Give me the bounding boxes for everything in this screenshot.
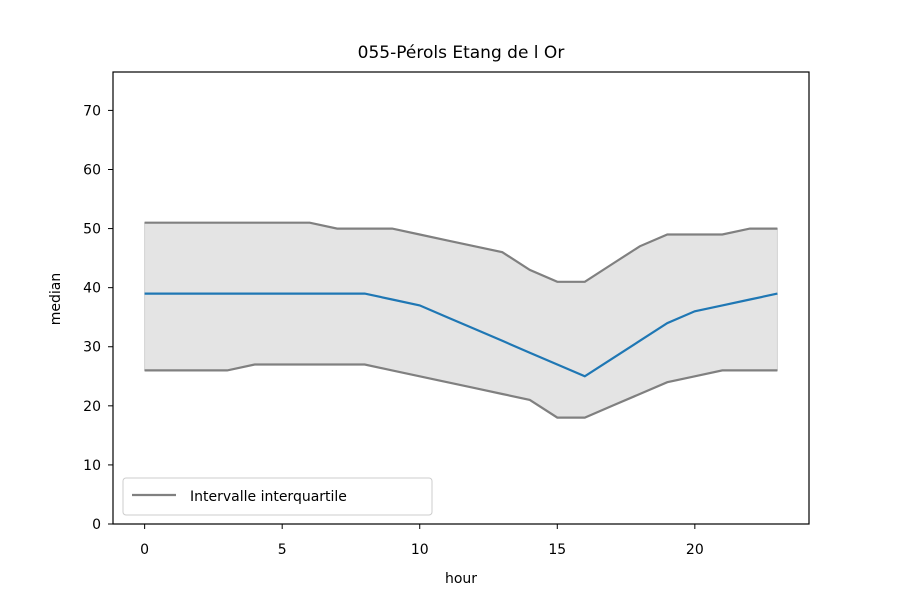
x-tick-label: 15 (548, 542, 566, 558)
plot-area (112, 71, 810, 525)
legend-label: Intervalle interquartile (190, 489, 347, 505)
y-tick-label: 30 (83, 340, 101, 356)
y-tick-label: 50 (83, 222, 101, 238)
x-axis: 0 5 10 15 20 (140, 524, 704, 558)
y-tick-label: 70 (83, 103, 101, 119)
y-tick-label: 20 (83, 399, 101, 415)
chart-title: 055-Pérols Etang de l Or (358, 43, 565, 63)
x-tick-label: 5 (278, 542, 287, 558)
lower-quartile-line (144, 363, 778, 419)
y-axis: 0 10 20 30 40 50 60 70 (83, 103, 113, 533)
median-line (144, 292, 778, 378)
y-tick-label: 0 (92, 517, 101, 533)
y-tick-label: 40 (83, 281, 101, 297)
x-tick-label: 10 (411, 542, 429, 558)
y-axis-label: median (48, 273, 64, 325)
legend: Intervalle interquartile (122, 477, 433, 516)
x-tick-label: 0 (140, 542, 149, 558)
legend-box (122, 477, 433, 516)
axes-frame (112, 71, 810, 525)
x-tick-label: 20 (686, 542, 704, 558)
y-tick-label: 60 (83, 162, 101, 178)
upper-quartile-line (144, 221, 778, 283)
y-tick-label: 10 (83, 458, 101, 474)
x-axis-label: hour (445, 571, 477, 587)
